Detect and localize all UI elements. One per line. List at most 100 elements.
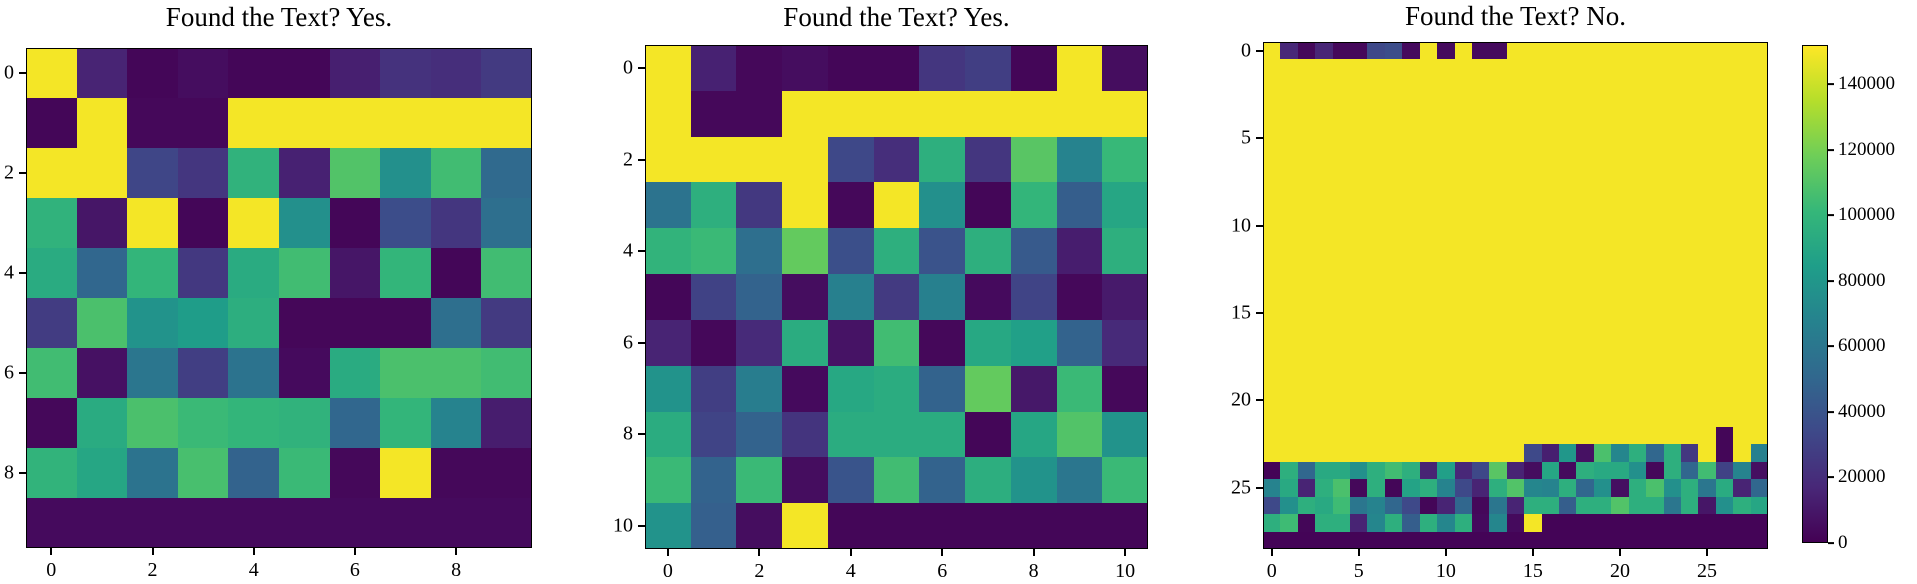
heatmap-cell: [1454, 356, 1472, 375]
x-tick-label: 2: [147, 559, 158, 581]
heatmap-cell: [1593, 216, 1612, 235]
heatmap-cell: [965, 182, 1011, 229]
y-tick-mark: [638, 66, 645, 69]
heatmap-cell: [1402, 461, 1420, 480]
heatmap-cell: [228, 448, 279, 498]
heatmap-cell: [1593, 199, 1612, 217]
heatmap-cell: [1315, 164, 1333, 182]
heatmap-cell: [1350, 76, 1368, 95]
heatmap-cell: [1611, 479, 1629, 497]
heatmap-cell: [1332, 216, 1351, 235]
heatmap-cell: [1506, 461, 1525, 480]
heatmap-cell: [1384, 76, 1403, 95]
heatmap-cell: [1663, 531, 1681, 549]
heatmap-cell: [1750, 286, 1768, 305]
heatmap-cell: [1297, 111, 1316, 130]
heatmap-cell: [1315, 461, 1333, 480]
heatmap-cell: [1471, 199, 1490, 217]
heatmap-cell: [1663, 216, 1681, 235]
heatmap-cell: [1750, 321, 1768, 340]
heatmap-cell: [228, 198, 279, 248]
heatmap-cell: [1263, 391, 1281, 410]
heatmap-cell: [1559, 496, 1577, 515]
heatmap-cell: [1010, 45, 1057, 91]
heatmap-cell: [1350, 321, 1368, 340]
heatmap-cell: [1367, 251, 1385, 270]
y-tick-mark: [1256, 311, 1263, 314]
heatmap-cell: [1663, 94, 1681, 112]
heatmap-cell: [1367, 42, 1385, 60]
heatmap-cell: [1750, 234, 1768, 252]
heatmap-cell: [1576, 374, 1594, 392]
colorbar-tick-label: 0: [1838, 532, 1848, 553]
heatmap-cell: [1680, 59, 1699, 77]
heatmap-cell: [1315, 59, 1333, 77]
heatmap-cell: [1663, 42, 1681, 60]
heatmap-cell: [380, 148, 431, 198]
y-tick-mark: [1256, 49, 1263, 52]
heatmap-cell: [827, 45, 874, 91]
heatmap-cell: [1715, 514, 1734, 532]
heatmap-cell: [1056, 182, 1103, 229]
heatmap-cell: [1332, 374, 1351, 392]
heatmap-cell: [1698, 42, 1716, 60]
heatmap-cell: [1559, 356, 1577, 375]
heatmap-cell: [873, 365, 920, 412]
heatmap-cell: [1663, 496, 1681, 515]
heatmap-cell: [919, 182, 966, 229]
heatmap-cell: [1297, 76, 1316, 95]
heatmap-cell: [1315, 339, 1333, 357]
heatmap-cell: [1506, 444, 1525, 462]
heatmap-cell: [1715, 339, 1734, 357]
heatmap-cell: [430, 448, 482, 498]
heatmap-cell: [1402, 496, 1420, 515]
heatmap-cell: [1402, 269, 1420, 287]
colorbar-tick-label: 140000: [1838, 73, 1895, 95]
heatmap-cell: [1715, 199, 1734, 217]
heatmap-cell: [1332, 111, 1351, 130]
heatmap-cell: [1471, 76, 1490, 95]
x-tick-label: 6: [349, 559, 360, 581]
heatmap-cell: [1332, 269, 1351, 287]
heatmap-cell: [1297, 129, 1316, 147]
heatmap-cell: [1646, 146, 1664, 165]
heatmap-cell: [1263, 531, 1281, 549]
heatmap-cell: [1576, 129, 1594, 147]
heatmap-cell: [1524, 339, 1542, 357]
heatmap-cell: [1384, 146, 1403, 165]
heatmap-cell: [1010, 136, 1057, 183]
heatmap-cell: [736, 182, 783, 229]
heatmap-cell: [645, 365, 691, 412]
heatmap-cell: [76, 448, 128, 498]
heatmap-cell: [1715, 461, 1734, 480]
heatmap-cell: [1350, 461, 1368, 480]
heatmap-cell: [1628, 531, 1647, 549]
heatmap-cell: [1506, 181, 1525, 200]
heatmap-cell: [1315, 129, 1333, 147]
heatmap-cell: [1332, 339, 1351, 357]
heatmap-cell: [1056, 365, 1103, 412]
heatmap-panel-3: Found the Text? No. 0 5 10 15 20 25 0 5 10 15 20 2…: [1231, 1, 1768, 582]
heatmap-cell: [1437, 164, 1455, 182]
heatmap-cell: [1297, 444, 1316, 462]
heatmap-cell: [1280, 216, 1298, 235]
heatmap-cell: [1489, 181, 1507, 200]
heatmap-cell: [1010, 411, 1057, 458]
heatmap-cell: [228, 348, 279, 398]
x-tick-mark: [1032, 549, 1035, 556]
heatmap-cell: [1750, 42, 1768, 60]
heatmap-cell: [1437, 374, 1455, 392]
heatmap-cell: [1367, 76, 1385, 95]
heatmap-cell: [1506, 199, 1525, 217]
heatmap-cell: [1576, 216, 1594, 235]
heatmap-cell: [1489, 461, 1507, 480]
heatmap-cell: [481, 198, 532, 248]
heatmap-cell: [1489, 339, 1507, 357]
heatmap-cell: [1263, 199, 1281, 217]
heatmap-cell: [1297, 339, 1316, 357]
heatmap-cell: [1419, 59, 1438, 77]
heatmap-cell: [1611, 374, 1629, 392]
heatmap-cell: [1698, 251, 1716, 270]
heatmap-cell: [1715, 286, 1734, 305]
heatmap-cell: [736, 228, 783, 275]
